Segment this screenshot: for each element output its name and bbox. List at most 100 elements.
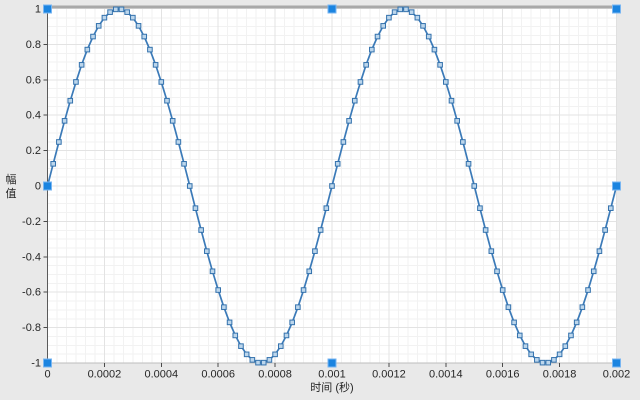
selection-handle-bottom-right[interactable] (612, 358, 621, 368)
data-point-marker[interactable] (232, 332, 239, 339)
data-point-marker[interactable] (112, 6, 119, 13)
data-point-marker[interactable] (73, 79, 79, 85)
data-point-marker[interactable] (386, 14, 392, 21)
data-point-marker[interactable] (482, 227, 489, 233)
data-point-marker[interactable] (300, 287, 307, 293)
data-point-marker[interactable] (397, 6, 404, 13)
data-point-marker[interactable] (516, 332, 523, 339)
data-point-marker[interactable] (95, 23, 102, 29)
data-point-marker[interactable] (61, 118, 68, 124)
data-point-marker[interactable] (249, 357, 256, 363)
data-point-marker[interactable] (78, 62, 85, 68)
data-point-marker[interactable] (260, 359, 267, 366)
data-point-marker[interactable] (277, 343, 284, 349)
data-point-marker[interactable] (329, 183, 335, 189)
data-point-marker[interactable] (522, 343, 529, 349)
data-point-marker[interactable] (471, 183, 478, 189)
data-point-marker[interactable] (312, 248, 318, 254)
data-point-marker[interactable] (346, 118, 352, 124)
data-point-marker[interactable] (158, 79, 165, 85)
data-point-marker[interactable] (351, 97, 358, 104)
data-point-marker[interactable] (545, 359, 552, 366)
data-point-marker[interactable] (437, 62, 443, 68)
selection-handle-bottom-left[interactable] (43, 358, 52, 368)
data-point-marker[interactable] (431, 46, 438, 53)
data-point-marker[interactable] (357, 79, 364, 85)
selection-handle-top-center[interactable] (327, 4, 337, 14)
data-point-marker[interactable] (608, 205, 614, 211)
data-point-marker[interactable] (221, 304, 227, 310)
data-point-marker[interactable] (505, 304, 512, 310)
data-point-marker[interactable] (90, 33, 96, 40)
data-point-marker[interactable] (369, 46, 375, 53)
data-point-marker[interactable] (135, 23, 142, 29)
selection-handle-top-left[interactable] (43, 4, 52, 14)
data-point-marker[interactable] (539, 359, 546, 366)
data-point-marker[interactable] (425, 33, 432, 40)
data-point-marker[interactable] (152, 62, 159, 68)
selection-handle-bottom-center[interactable] (327, 358, 337, 368)
data-point-marker[interactable] (596, 248, 603, 254)
data-point-marker[interactable] (460, 139, 466, 145)
data-point-marker[interactable] (198, 227, 204, 233)
data-point-marker[interactable] (499, 287, 506, 293)
data-point-marker[interactable] (511, 319, 517, 326)
data-point-marker[interactable] (164, 97, 170, 104)
data-point-marker[interactable] (181, 161, 187, 167)
data-point-marker[interactable] (334, 161, 341, 167)
data-point-marker[interactable] (374, 33, 381, 40)
data-point-marker[interactable] (391, 9, 398, 15)
data-point-marker[interactable] (186, 183, 193, 189)
data-point-marker[interactable] (238, 343, 244, 349)
data-point-marker[interactable] (84, 46, 91, 53)
data-point-marker[interactable] (556, 351, 563, 358)
data-point-marker[interactable] (204, 248, 210, 254)
data-point-marker[interactable] (340, 139, 347, 145)
data-point-marker[interactable] (602, 227, 608, 233)
selection-handle-middle-right[interactable] (612, 181, 621, 191)
data-point-marker[interactable] (363, 62, 369, 68)
data-point-marker[interactable] (56, 139, 62, 145)
data-point-marker[interactable] (67, 97, 74, 104)
data-point-marker[interactable] (408, 9, 415, 15)
data-point-marker[interactable] (579, 304, 586, 310)
data-point-marker[interactable] (215, 287, 221, 293)
data-point-marker[interactable] (107, 9, 113, 15)
sine-wave-series[interactable] (44, 6, 620, 366)
data-point-marker[interactable] (590, 268, 597, 275)
data-point-marker[interactable] (306, 268, 313, 275)
selection-handle-middle-left[interactable] (43, 181, 52, 191)
data-point-marker[interactable] (130, 14, 136, 21)
data-point-marker[interactable] (568, 332, 574, 339)
data-point-marker[interactable] (465, 161, 472, 167)
data-point-marker[interactable] (124, 9, 130, 15)
data-point-marker[interactable] (420, 23, 426, 29)
data-point-marker[interactable] (255, 359, 261, 366)
data-point-marker[interactable] (477, 205, 483, 211)
data-point-marker[interactable] (141, 33, 148, 40)
data-point-marker[interactable] (295, 304, 301, 310)
data-point-marker[interactable] (414, 14, 421, 21)
selection-handles[interactable] (43, 4, 621, 368)
data-point-marker[interactable] (317, 227, 324, 233)
data-point-marker[interactable] (573, 319, 580, 326)
data-point-marker[interactable] (243, 351, 250, 358)
data-point-marker[interactable] (101, 14, 108, 21)
selection-handle-top-right[interactable] (612, 4, 621, 14)
data-point-marker[interactable] (443, 79, 449, 85)
data-point-marker[interactable] (118, 6, 125, 13)
data-point-marker[interactable] (192, 205, 199, 211)
data-point-marker[interactable] (226, 319, 233, 326)
data-point-marker[interactable] (209, 268, 216, 275)
data-point-marker[interactable] (147, 46, 153, 53)
data-point-marker[interactable] (528, 351, 534, 358)
data-point-marker[interactable] (266, 357, 273, 363)
data-point-marker[interactable] (169, 118, 176, 124)
data-point-marker[interactable] (283, 332, 290, 339)
data-point-marker[interactable] (323, 205, 330, 211)
data-point-marker[interactable] (551, 357, 557, 363)
data-point-marker[interactable] (380, 23, 387, 29)
data-point-marker[interactable] (448, 97, 455, 104)
data-point-marker[interactable] (454, 118, 460, 124)
